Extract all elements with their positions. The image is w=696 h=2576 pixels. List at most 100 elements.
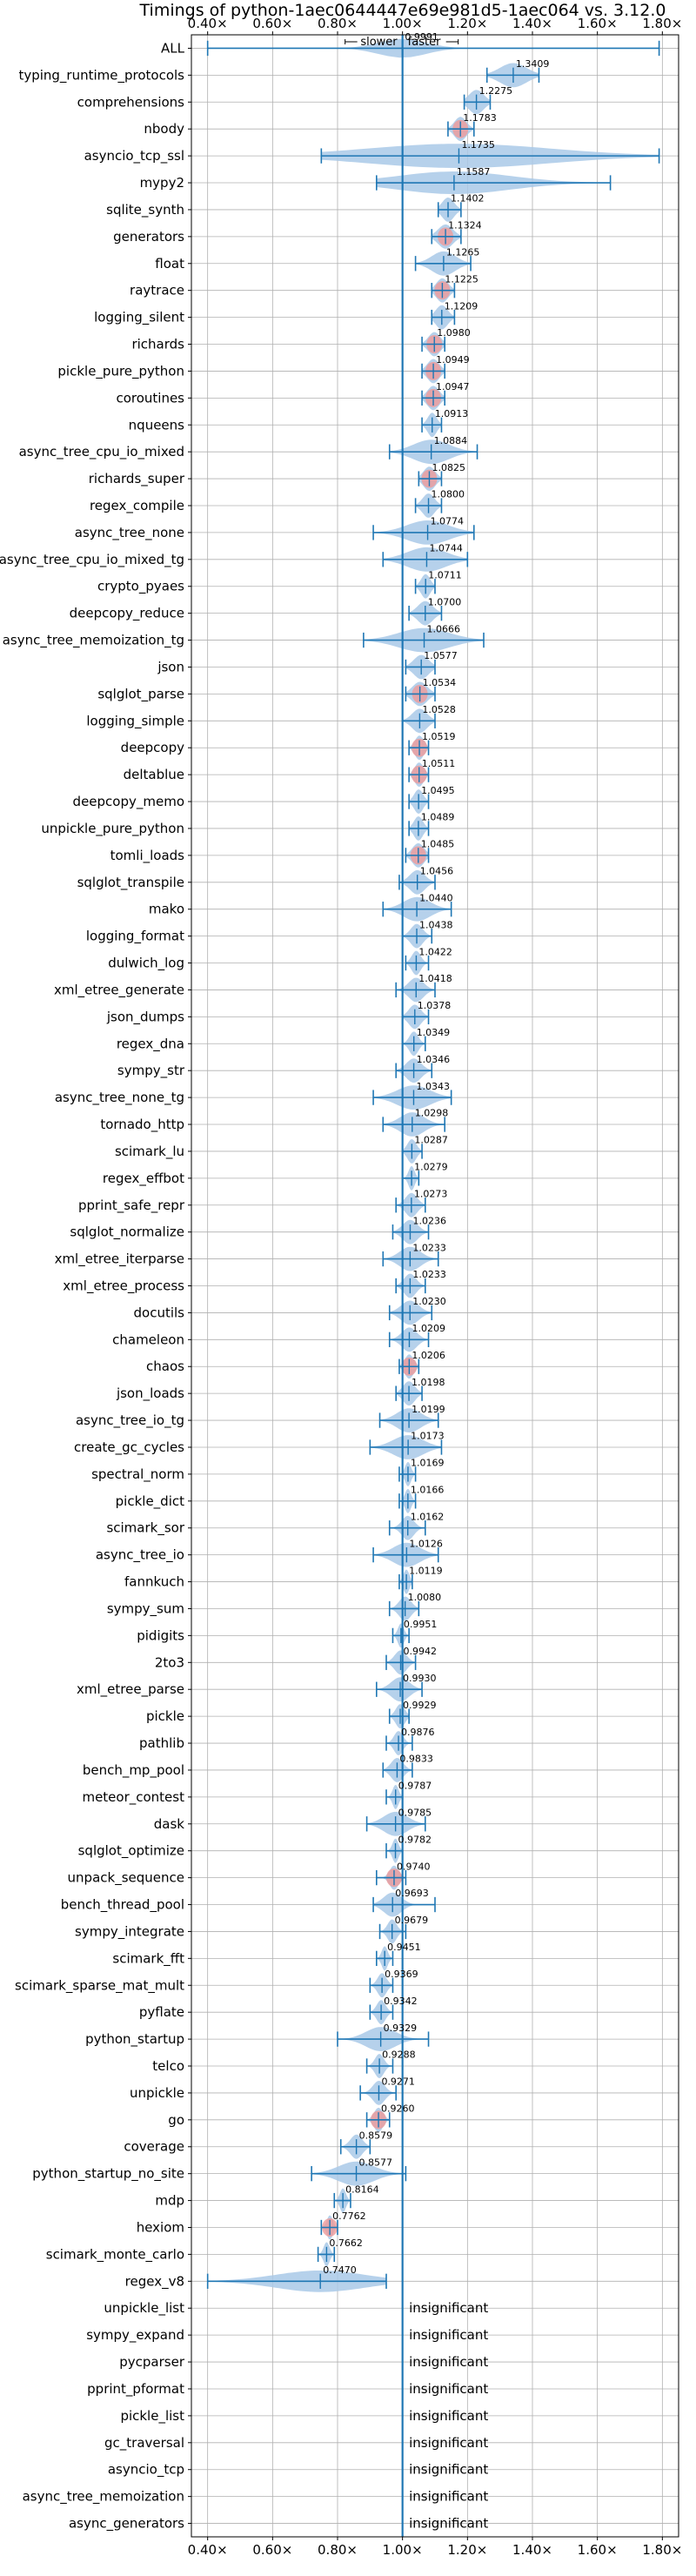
category-label: pickle_list xyxy=(120,2408,184,2425)
value-label: 1.0349 xyxy=(417,1027,451,1038)
category-label: regex_compile xyxy=(90,498,184,514)
value-label: 1.0166 xyxy=(411,1485,445,1496)
value-label: 1.1735 xyxy=(461,139,495,151)
category-label: xml_etree_generate xyxy=(54,982,184,998)
x-tick-label-bottom: 0.80× xyxy=(318,2542,358,2558)
value-label: 0.9876 xyxy=(401,1727,435,1738)
value-label: 0.9833 xyxy=(399,1754,433,1765)
category-label: unpack_sequence xyxy=(68,1870,184,1887)
insignificant-label: insignificant xyxy=(409,2381,488,2397)
category-label: logging_simple xyxy=(86,713,184,729)
value-label: 0.7662 xyxy=(329,2237,363,2249)
value-label: 1.0126 xyxy=(409,1538,443,1549)
value-label: 0.7762 xyxy=(332,2210,366,2222)
value-label: 1.0700 xyxy=(428,596,462,607)
annotation-faster: faster xyxy=(408,36,441,49)
value-label: 0.9991 xyxy=(405,31,438,43)
category-label: pycparser xyxy=(119,2354,185,2370)
category-label: pickle xyxy=(146,1708,184,1724)
category-label: create_gc_cycles xyxy=(74,1439,184,1456)
value-label: 1.0233 xyxy=(412,1269,446,1280)
insignificant-label: insignificant xyxy=(409,2516,488,2532)
value-label: 1.2275 xyxy=(479,85,513,97)
value-label: 0.9929 xyxy=(403,1700,437,1711)
category-label: pyflate xyxy=(139,2004,184,2020)
value-label: 0.8577 xyxy=(359,2157,393,2168)
category-label: unpickle xyxy=(130,2085,184,2101)
value-label: 1.0913 xyxy=(435,408,469,419)
category-label: sympy_str xyxy=(117,1063,185,1079)
category-label: sympy_integrate xyxy=(75,1923,184,1940)
category-label: bench_thread_pool xyxy=(61,1897,184,1914)
value-label: 0.9740 xyxy=(397,1861,431,1872)
category-label: asyncio_tcp_ssl xyxy=(84,148,184,164)
category-label: go xyxy=(168,2112,184,2128)
x-tick-label-bottom: 0.60× xyxy=(252,2542,292,2558)
category-label: asyncio_tcp xyxy=(108,2462,184,2479)
category-label: pidigits xyxy=(137,1627,184,1643)
value-label: 1.0666 xyxy=(427,623,460,634)
category-label: json_dumps xyxy=(106,1009,184,1025)
category-label: gc_traversal xyxy=(104,2435,184,2452)
x-tick-label-bottom: 1.00× xyxy=(383,2542,423,2558)
value-label: 1.0378 xyxy=(418,1000,452,1011)
category-label: comprehensions xyxy=(77,94,185,110)
x-tick-label-top: 0.60× xyxy=(252,16,292,31)
x-tick-label-top: 1.20× xyxy=(447,16,487,31)
category-label: raytrace xyxy=(130,283,184,299)
axis-layer: 0.40× 0.40× 0.60× 0.60× 0.80× 0.80× 1.00× 1.00×… xyxy=(188,16,683,2558)
value-label: 1.0519 xyxy=(422,731,456,742)
category-label: unpickle_pure_python xyxy=(41,821,184,837)
value-label: 1.0884 xyxy=(434,435,467,446)
marks-layer xyxy=(206,35,660,2537)
value-label: 1.0980 xyxy=(437,327,470,339)
value-label: 1.0287 xyxy=(414,1135,448,1146)
category-label: async_tree_memoization_tg xyxy=(3,633,184,649)
category-label: sqlglot_parse xyxy=(97,686,184,702)
value-label: 1.0198 xyxy=(412,1377,445,1388)
value-label: 0.9782 xyxy=(398,1834,432,1845)
category-label: meteor_contest xyxy=(82,1789,184,1806)
category-label: pickle_pure_python xyxy=(57,363,184,379)
value-label: 1.1225 xyxy=(445,273,478,285)
x-tick-label-bottom: 1.80× xyxy=(642,2542,682,2558)
x-tick-label-top: 1.80× xyxy=(642,16,682,31)
category-label: sqlite_synth xyxy=(106,202,184,218)
value-label: 1.0438 xyxy=(419,919,453,930)
category-label: crypto_pyaes xyxy=(97,579,184,595)
value-label: 1.0173 xyxy=(411,1431,445,1442)
category-label: spectral_norm xyxy=(91,1466,184,1483)
category-label: pprint_safe_repr xyxy=(78,1197,185,1214)
x-tick-label-bottom: 1.20× xyxy=(447,2542,487,2558)
category-label: scimark_fft xyxy=(112,1950,184,1967)
category-label: docutils xyxy=(134,1305,185,1320)
category-label: xml_etree_iterparse xyxy=(55,1251,184,1268)
category-label: async_tree_memoization xyxy=(23,2489,184,2506)
category-label: chaos xyxy=(146,1358,184,1374)
value-label: 1.0199 xyxy=(412,1404,445,1415)
value-label: 1.0534 xyxy=(423,677,457,688)
category-label: async_tree_cpu_io_mixed_tg xyxy=(0,552,184,568)
value-label: 1.0346 xyxy=(417,1054,450,1065)
category-label: bench_mp_pool xyxy=(83,1762,184,1779)
category-label: async_tree_io_tg xyxy=(76,1412,184,1429)
value-label: 1.0298 xyxy=(415,1108,449,1119)
category-label: regex_dna xyxy=(117,1036,184,1052)
x-tick-label-top: 1.60× xyxy=(578,16,618,31)
category-label: python_startup xyxy=(85,2031,184,2048)
value-label: 0.9369 xyxy=(385,1969,418,1980)
x-tick-label-bottom: 1.60× xyxy=(578,2542,618,2558)
value-label: 1.1587 xyxy=(457,166,491,178)
value-label: 1.0418 xyxy=(418,973,452,984)
category-label: mako xyxy=(149,902,184,917)
value-label: 1.1402 xyxy=(451,193,485,205)
category-label: richards xyxy=(131,337,184,352)
value-label: 0.8579 xyxy=(359,2130,393,2141)
category-label: regex_effbot xyxy=(103,1171,184,1187)
value-label: 1.0577 xyxy=(424,650,458,661)
category-label: nqueens xyxy=(129,417,184,433)
category-label: generators xyxy=(113,229,184,245)
value-label: 0.9787 xyxy=(398,1781,432,1792)
value-label: 0.9679 xyxy=(395,1915,429,1926)
value-label: 0.7470 xyxy=(323,2264,357,2276)
